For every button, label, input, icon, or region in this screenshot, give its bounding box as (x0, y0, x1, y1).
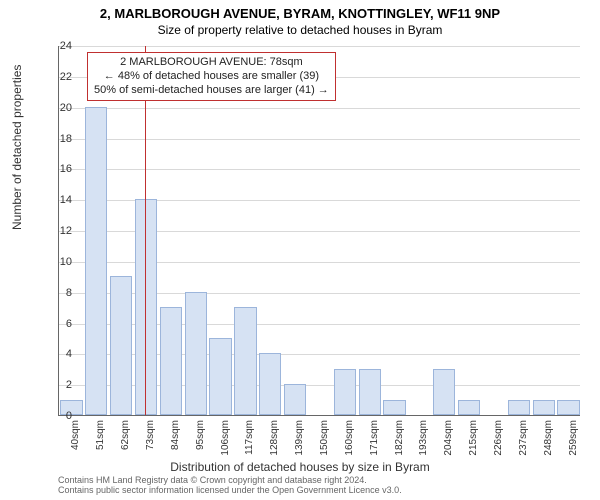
histogram-bar (557, 400, 579, 415)
y-tick-label: 16 (48, 163, 72, 175)
y-tick-label: 14 (48, 194, 72, 206)
y-tick-label: 18 (48, 133, 72, 145)
histogram-bar (135, 199, 157, 415)
x-tick-label: 128sqm (269, 420, 280, 460)
annotation-line3: 50% of semi-detached houses are larger (… (94, 84, 329, 98)
x-tick-label: 248sqm (543, 420, 554, 460)
y-tick-label: 6 (48, 318, 72, 330)
annotation-line1: 2 MARLBOROUGH AVENUE: 78sqm (94, 56, 329, 70)
histogram-bar (359, 369, 381, 415)
x-tick-label: 51sqm (95, 420, 106, 460)
histogram-bar (533, 400, 555, 415)
gridline (59, 108, 580, 109)
x-tick-label: 73sqm (145, 420, 156, 460)
x-tick-label: 160sqm (344, 420, 355, 460)
y-tick-label: 2 (48, 379, 72, 391)
histogram-bar (383, 400, 405, 415)
y-tick-label: 10 (48, 256, 72, 268)
page-title-line2: Size of property relative to detached ho… (0, 21, 600, 37)
x-axis-label: Distribution of detached houses by size … (0, 460, 600, 474)
x-tick-label: 204sqm (443, 420, 454, 460)
annotation-line2: ← 48% of detached houses are smaller (39… (94, 70, 329, 84)
histogram-bar (508, 400, 530, 415)
annotation-box: 2 MARLBOROUGH AVENUE: 78sqm← 48% of deta… (87, 52, 336, 101)
y-tick-label: 4 (48, 348, 72, 360)
x-tick-label: 150sqm (319, 420, 330, 460)
x-tick-label: 106sqm (220, 420, 231, 460)
x-tick-label: 139sqm (294, 420, 305, 460)
histogram-bar (160, 307, 182, 415)
page-title-line1: 2, MARLBOROUGH AVENUE, BYRAM, KNOTTINGLE… (0, 0, 600, 21)
x-tick-label: 193sqm (418, 420, 429, 460)
gridline (59, 46, 580, 47)
y-tick-label: 12 (48, 225, 72, 237)
x-tick-label: 95sqm (195, 420, 206, 460)
reference-line (145, 46, 146, 415)
footer-line2: Contains public sector information licen… (58, 486, 402, 496)
y-tick-label: 8 (48, 287, 72, 299)
y-tick-label: 20 (48, 102, 72, 114)
histogram-bar (433, 369, 455, 415)
y-tick-label: 22 (48, 71, 72, 83)
plot-region: 2 MARLBOROUGH AVENUE: 78sqm← 48% of deta… (58, 46, 580, 416)
gridline (59, 139, 580, 140)
gridline (59, 169, 580, 170)
x-tick-label: 40sqm (70, 420, 81, 460)
x-tick-label: 62sqm (120, 420, 131, 460)
x-tick-label: 237sqm (518, 420, 529, 460)
x-tick-label: 215sqm (468, 420, 479, 460)
x-tick-label: 226sqm (493, 420, 504, 460)
footer-attribution: Contains HM Land Registry data © Crown c… (58, 476, 402, 496)
x-tick-label: 84sqm (170, 420, 181, 460)
y-axis-label: Number of detached properties (10, 65, 24, 230)
histogram-bar (110, 276, 132, 415)
histogram-bar (284, 384, 306, 415)
y-tick-label: 0 (48, 410, 72, 422)
x-tick-label: 259sqm (568, 420, 579, 460)
histogram-bar (209, 338, 231, 415)
histogram-bar (185, 292, 207, 415)
x-tick-label: 182sqm (394, 420, 405, 460)
x-tick-label: 117sqm (244, 420, 255, 460)
histogram-bar (458, 400, 480, 415)
histogram-bar (259, 353, 281, 415)
x-tick-label: 171sqm (369, 420, 380, 460)
histogram-bar (85, 107, 107, 415)
y-tick-label: 24 (48, 40, 72, 52)
histogram-bar (234, 307, 256, 415)
chart-area: 2 MARLBOROUGH AVENUE: 78sqm← 48% of deta… (58, 46, 580, 416)
histogram-bar (334, 369, 356, 415)
